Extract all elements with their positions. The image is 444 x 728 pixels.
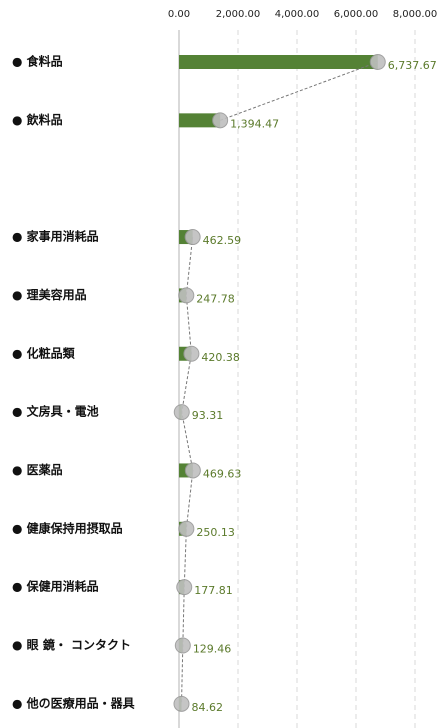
marker <box>178 287 195 304</box>
category-label: ● 他の医療用品・器具 <box>12 695 135 710</box>
category-label: ● 文房具・電池 <box>12 404 99 419</box>
category-label: ● 家事用消耗品 <box>12 229 99 244</box>
value-label: 84.62 <box>191 701 223 714</box>
value-label: 1,394.47 <box>230 117 279 130</box>
marker <box>174 637 191 654</box>
category-label: ● 食料品 <box>12 54 63 69</box>
category-label: ● 健康保持用摂取品 <box>12 520 123 535</box>
marker <box>173 695 190 712</box>
line <box>219 61 378 121</box>
marker <box>212 112 229 129</box>
value-label: 247.78 <box>196 292 235 305</box>
value-label: 420.38 <box>201 351 240 364</box>
x-tick-label: 4,000.00 <box>275 9 320 20</box>
value-label: 177.81 <box>194 584 233 597</box>
marker <box>178 520 195 537</box>
x-tick-label: 2,000.00 <box>216 9 261 20</box>
bar <box>179 113 221 128</box>
x-tick-label: 6,000.00 <box>334 9 379 20</box>
value-label: 250.13 <box>196 526 235 539</box>
marker <box>369 54 386 70</box>
value-label: 129.46 <box>193 643 232 656</box>
marker <box>183 345 200 362</box>
marker <box>176 579 193 596</box>
marker <box>173 404 190 421</box>
marker <box>184 462 201 479</box>
category-label: ● 保健用消耗品 <box>12 579 99 594</box>
value-label: 6,737.67 <box>388 59 437 72</box>
value-label: 469.63 <box>203 467 242 480</box>
value-label: 93.31 <box>192 409 224 422</box>
x-tick-label: 8,000.00 <box>393 9 438 20</box>
category-label: ● 飲料品 <box>12 112 63 127</box>
bar <box>179 55 378 69</box>
category-label: ● 医薬品 <box>12 462 63 477</box>
value-label: 462.59 <box>203 234 242 247</box>
x-tick-label: 0.00 <box>168 9 190 20</box>
category-label: ● 眼 鏡・ コンタクト <box>12 637 131 652</box>
marker <box>184 229 201 246</box>
category-label: ● 理美容用品 <box>12 287 87 302</box>
category-label: ● 化粧品類 <box>12 345 76 360</box>
